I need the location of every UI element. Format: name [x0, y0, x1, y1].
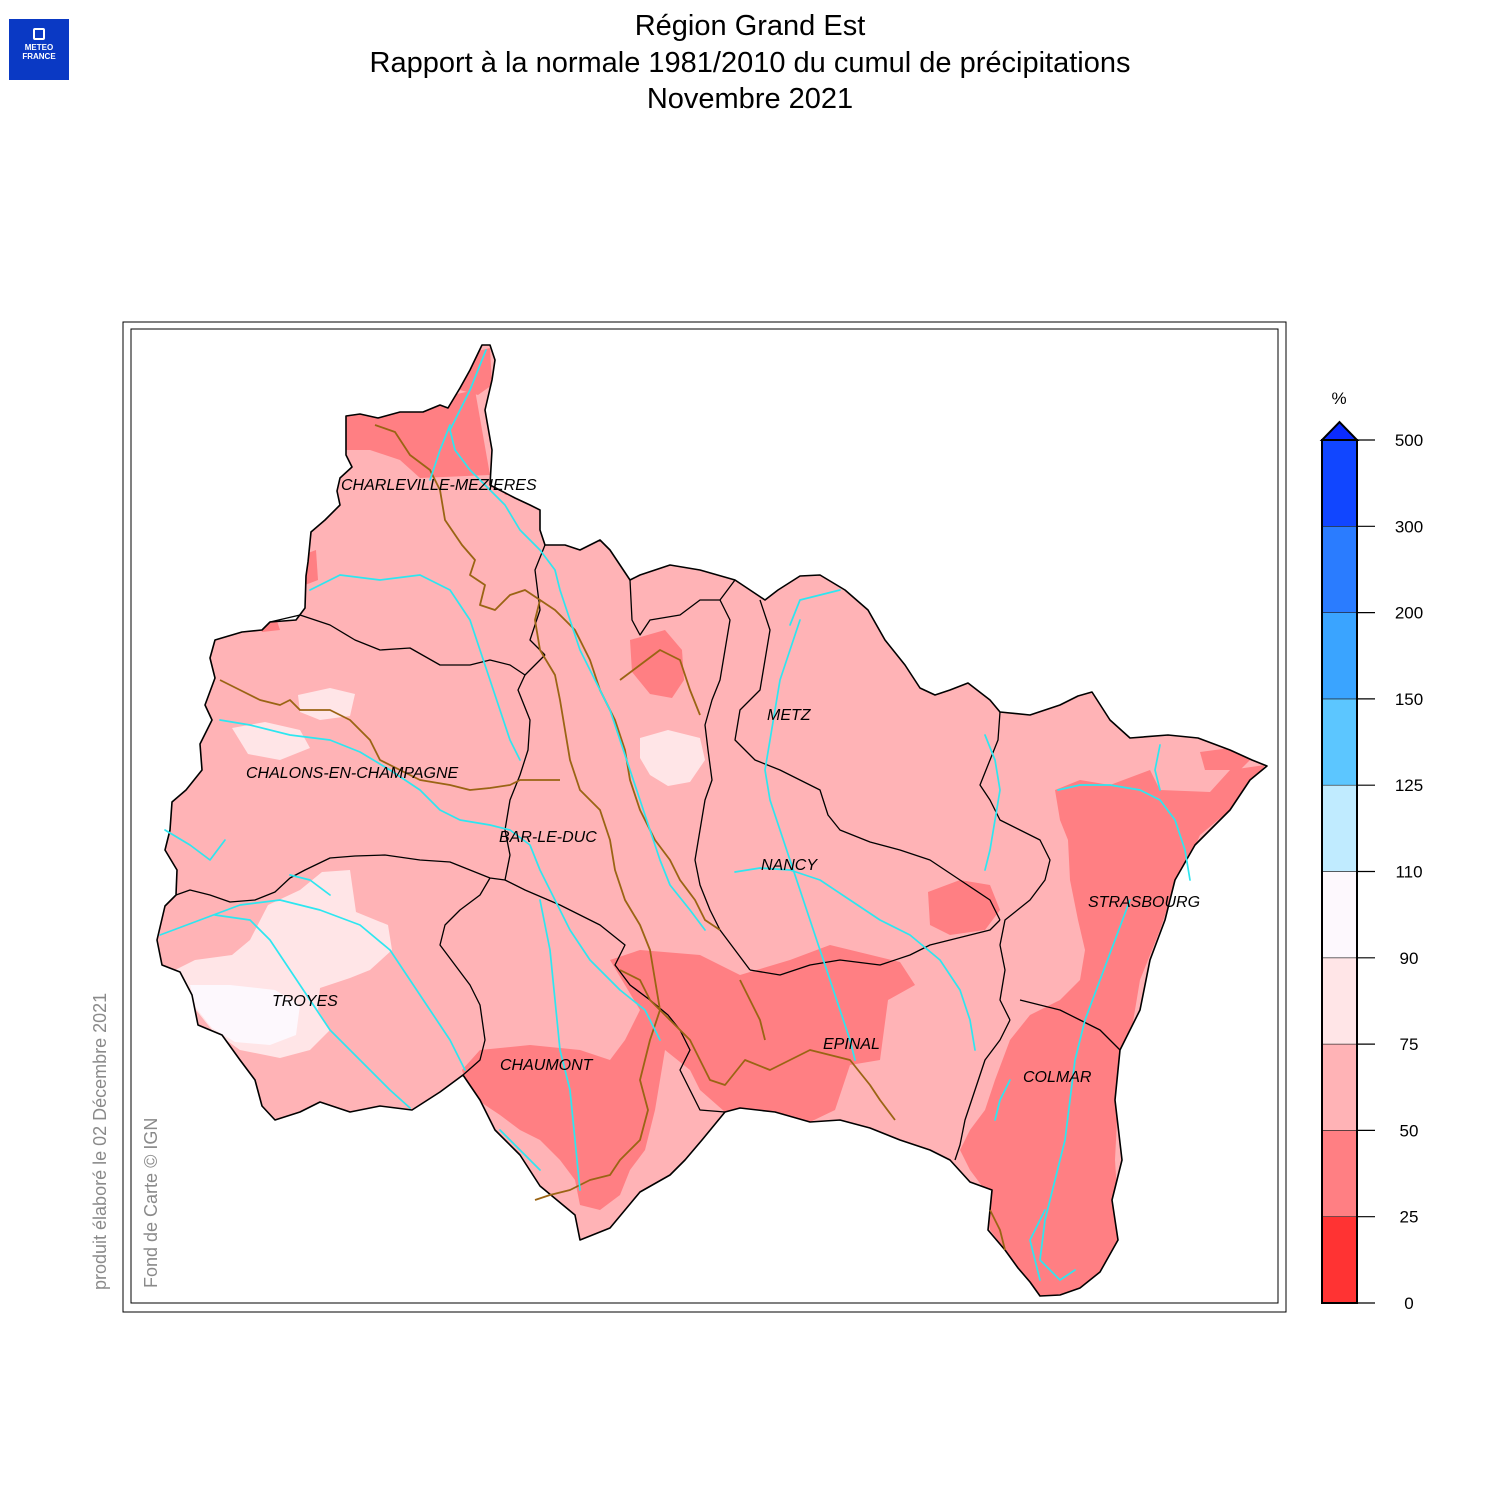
river-sarre: [984, 734, 1001, 871]
city-label-chaumont: CHAUMONT: [500, 1057, 594, 1074]
river-aisne: [309, 574, 521, 761]
city-label-charleville: CHARLEVILLE-MEZIERES: [341, 477, 537, 494]
legend-band-8: [1321, 525, 1358, 613]
boundary-meuse-meurthe: [694, 599, 751, 971]
city-label-epinal: EPINAL: [823, 1036, 880, 1053]
legend-tick-label: 110: [1395, 863, 1422, 882]
region-outline: [156, 344, 1268, 1297]
precipitation-fill: [157, 345, 1267, 1296]
river-vesle: [164, 829, 226, 861]
legend-ticks: 0 25 50 75 90 110 125 150 200 300 500: [1357, 431, 1423, 1313]
basin-belfort: [989, 1209, 1006, 1251]
city-label-strasbourg: STRASBOURG: [1088, 894, 1200, 911]
legend-band-1: [1321, 1130, 1358, 1218]
basin-vosges-minor: [739, 979, 766, 1041]
boundary-marne-south: [175, 674, 531, 903]
legend-tick-label: 200: [1395, 604, 1423, 623]
map-frame-inner: [130, 328, 1279, 1304]
moderate-patch-2: [232, 722, 310, 760]
boundary-ardennes-meuse: [529, 544, 546, 656]
title-line-1: Région Grand Est: [634, 10, 866, 42]
rivers: [159, 349, 1191, 1281]
basin-meuse-west: [374, 424, 661, 1201]
legend-tick-label: 25: [1400, 1208, 1419, 1227]
legend-tick-label: 50: [1400, 1121, 1419, 1140]
river-moselle-north: [789, 589, 841, 626]
river-chaumont-minor: [499, 1129, 541, 1171]
river-semoy: [429, 424, 451, 481]
river-rhine-north: [1057, 784, 1191, 881]
legend-band-4: [1321, 871, 1358, 959]
moderate-patch-meuse: [640, 730, 705, 786]
basin-boundaries: [219, 424, 1006, 1251]
boundary-meurthe-vosges: [749, 919, 1001, 976]
meteo-france-logo: METEO FRANCE: [9, 19, 69, 80]
legend-band-0: [1321, 1216, 1358, 1304]
river-seine: [214, 914, 411, 1109]
river-ill: [1039, 899, 1131, 1281]
boundary-moselle-meurthe: [734, 599, 1001, 921]
city-label-chalons: CHALONS-EN-CHAMPAGNE: [246, 765, 459, 782]
legend-tick-label: 150: [1395, 690, 1423, 709]
legend-band-9: [1321, 439, 1358, 527]
dry-patch-sarrebourg: [928, 880, 1000, 935]
legend-open-top-arrow-icon: [1319, 420, 1360, 441]
basin-marne-aisne: [219, 679, 560, 791]
legend-tick-label: 300: [1395, 517, 1423, 536]
dry-patch-pointe: [460, 348, 492, 395]
boundary-bas-haut-rhin: [1019, 999, 1121, 1051]
river-lauter: [1154, 744, 1161, 791]
dry-patch-alsace: [960, 765, 1265, 1296]
title-line-2: Rapport à la normale 1981/2010 du cumul …: [369, 46, 1131, 79]
legend-band-7: [1321, 612, 1358, 700]
city-label-bar-le-duc: BAR-LE-DUC: [499, 829, 597, 846]
boundary-moselle-alsace: [979, 711, 1051, 1021]
normal-patch-troyes: [190, 985, 300, 1045]
legend-tick-label: 0: [1404, 1294, 1413, 1313]
department-boundaries: [175, 544, 1121, 1161]
boundary-ardennes-marne: [269, 614, 546, 676]
legend-tick-label: 500: [1395, 431, 1423, 450]
logo-mark-icon: [33, 28, 45, 40]
legend-band-2: [1321, 1043, 1358, 1131]
legend-band-5: [1321, 784, 1358, 872]
city-labels: CHARLEVILLE-MEZIERES METZ CHALONS-EN-CHA…: [246, 477, 1200, 1086]
legend: % 0 25 50 75 90 110 125 150 200 300 500: [1319, 389, 1423, 1313]
boundary-meuse-north: [629, 579, 736, 636]
river-moselle: [764, 619, 856, 1061]
legend-tick-label: 75: [1400, 1035, 1419, 1054]
river-thur: [994, 1079, 1011, 1121]
legend-band-6: [1321, 698, 1358, 786]
legend-tick-label: 125: [1395, 776, 1423, 795]
river-seine-north: [159, 899, 466, 1071]
boundary-aube-haute-marne: [439, 877, 491, 1076]
river-aube: [289, 874, 331, 896]
river-aube-south: [539, 899, 581, 1191]
river-marne: [219, 719, 661, 1041]
basin-meuse-east-2: [619, 649, 701, 716]
map-title: Région Grand Est Rapport à la normale 19…: [0, 8, 1500, 118]
legend-band-3: [1321, 957, 1358, 1045]
city-label-metz: METZ: [767, 707, 812, 724]
logo-text-1: METEO: [24, 43, 54, 52]
legend-bands: [1319, 420, 1360, 1304]
river-meurthe: [734, 867, 976, 1051]
title-line-3: Novembre 2021: [646, 83, 854, 115]
boundary-vosges-haut-rhin: [954, 1019, 1011, 1161]
river-ill-south: [1029, 1209, 1046, 1281]
legend-tick-label: 90: [1400, 949, 1419, 968]
river-meuse: [449, 349, 706, 931]
dry-patch-wissembourg: [1200, 748, 1250, 770]
basin-saone-rhone: [619, 969, 896, 1121]
legend-unit: %: [1331, 389, 1346, 408]
basin-meuse-east: [539, 599, 721, 931]
logo-text-2: FRANCE: [22, 52, 56, 61]
dry-patch-meuse: [630, 630, 684, 698]
city-label-troyes: TROYES: [272, 993, 338, 1010]
city-label-colmar: COLMAR: [1023, 1069, 1092, 1086]
map-frame-outer: [122, 321, 1287, 1313]
moderate-patch-1: [298, 688, 355, 720]
city-label-nancy: NANCY: [761, 857, 818, 874]
